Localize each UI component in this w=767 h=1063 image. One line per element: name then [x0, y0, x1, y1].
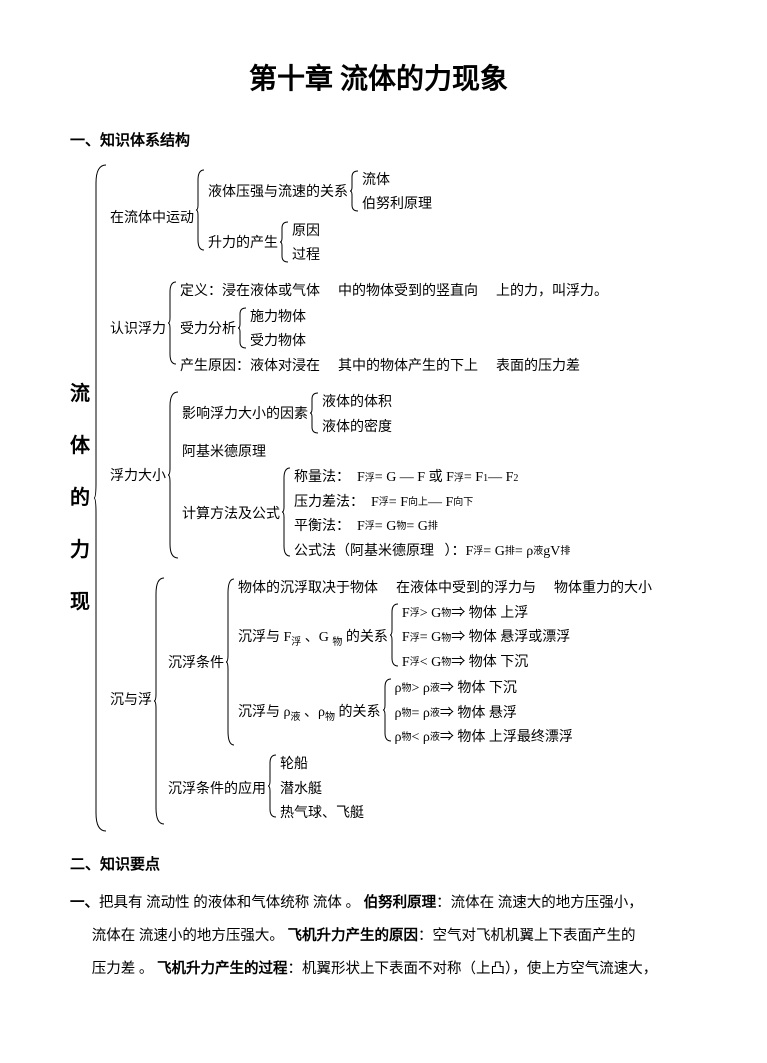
sub-label: 受力分析 — [180, 319, 236, 341]
branch-label: 在流体中运动 — [110, 208, 194, 230]
leaf-text: 流体 — [362, 170, 390, 192]
branch-label: 沉与浮 — [110, 690, 152, 712]
formula-row: ρ物 < ρ液 ⇒ 物体 上浮最终漂浮 — [395, 727, 573, 749]
brace-icon — [238, 306, 248, 350]
leaf-text: 液体的密度 — [322, 417, 392, 439]
brace-icon — [94, 163, 108, 833]
formula-row: F浮 = G 物 ⇒ 物体 悬浮或漂浮 — [402, 627, 570, 649]
section1-heading: 一、知识体系结构 — [70, 129, 687, 153]
brace-icon — [310, 391, 320, 435]
brace-icon — [168, 390, 180, 560]
root-char: 现 — [70, 576, 90, 628]
branch-understand-buoyancy: 认识浮力 定义：浸在液体或气体 中的物体受到的竖直向 上的力，叫浮力。 受力分析 — [110, 280, 652, 380]
leaf-text: 物体的沉浮取决于物体 — [238, 578, 378, 600]
brace-icon — [268, 753, 278, 819]
leaf-text: 产生原因：液体对浸在 — [180, 356, 320, 378]
leaf-text: 伯努利原理 — [362, 194, 432, 216]
brace-icon — [196, 168, 206, 252]
brace-icon — [168, 280, 178, 366]
sub-label: 计算方法及公式 — [182, 504, 280, 526]
brace-icon — [390, 602, 400, 668]
sub-label: 沉浮条件的应用 — [168, 779, 266, 801]
vertical-root-label: 流 体 的 力 现 — [70, 163, 90, 833]
sub-label: 升力的产生 — [208, 233, 278, 255]
leaf-text: 液体的体积 — [322, 392, 392, 414]
leaf-text: 轮船 — [280, 754, 308, 776]
brace-icon — [226, 577, 236, 747]
root-brace: 在流体中运动 液体压强与流速的关系 流体 伯努利原理 — [94, 163, 652, 833]
brace-icon — [383, 677, 393, 743]
formula-row: ρ物 > ρ液 ⇒ 物体 下沉 — [395, 678, 573, 700]
leaf-text: 阿基米德原理 — [182, 442, 266, 464]
sub-label: 沉浮与 F浮 、G 物 的关系 — [238, 627, 388, 651]
root-char: 的 — [70, 472, 90, 524]
brace-icon — [280, 220, 290, 264]
chapter-title: 第十章 流体的力现象 — [70, 58, 687, 103]
knowledge-outline: 流 体 的 力 现 在流体中运动 液体压强与流速的关系 — [70, 163, 687, 833]
sub-label: 影响浮力大小的因素 — [182, 404, 308, 426]
brace-icon — [154, 576, 166, 826]
brace-icon — [282, 466, 292, 558]
leaf-text: 定义：浸在液体或气体 — [180, 281, 320, 303]
formula-row: 公式法（阿基米德原理 ）：F浮 = G 排 = ρ液 gV排 — [294, 541, 570, 563]
brace-icon — [350, 169, 360, 213]
leaf-text: 上的力，叫浮力。 — [496, 281, 608, 303]
sub-label: 沉浮条件 — [168, 653, 224, 675]
leaf-text: 施力物体 — [250, 307, 306, 329]
leaf-text: 热气球、飞艇 — [280, 803, 364, 825]
branch-buoyancy-magnitude: 浮力大小 影响浮力大小的因素 液体的体积 液体的密度 — [110, 390, 652, 565]
leaf-text: 其中的物体产生的下上 — [338, 356, 478, 378]
leaf-text: 受力物体 — [250, 331, 306, 353]
branch-label: 认识浮力 — [110, 319, 166, 341]
root-char: 体 — [70, 420, 90, 472]
formula-row: F浮 < G 物 ⇒ 物体 下沉 — [402, 652, 570, 674]
formula-row: ρ物 = ρ液 ⇒ 物体 悬浮 — [395, 703, 573, 725]
formula-row: 称量法： F浮 = G — F 或 F浮 = F1 — F2 — [294, 467, 570, 489]
leaf-text: 物体重力的大小 — [554, 578, 652, 600]
branch-label: 浮力大小 — [110, 466, 166, 488]
branch-motion-in-fluid: 在流体中运动 液体压强与流速的关系 流体 伯努利原理 — [110, 168, 652, 270]
root-char: 流 — [70, 368, 90, 420]
key-points-paragraph: 一、把具有 流动性 的液体和气体统称 流体 。 伯努利原理：流体在 流速大的地方… — [70, 887, 687, 987]
leaf-text: 潜水艇 — [280, 779, 322, 801]
formula-row: 压力差法： F浮 = F向上 — F向下 — [294, 492, 570, 514]
leaf-text: 中的物体受到的竖直向 — [338, 281, 478, 303]
formula-row: 平衡法： F浮 = G 物 = G 排 — [294, 516, 570, 538]
sub-label: 液体压强与流速的关系 — [208, 182, 348, 204]
leaf-text: 过程 — [292, 245, 320, 267]
sub-label: 沉浮与 ρ液 、ρ物 的关系 — [238, 702, 381, 726]
root-char: 力 — [70, 524, 90, 576]
section2-heading: 二、知识要点 — [70, 853, 687, 877]
leaf-text: 原因 — [292, 221, 320, 243]
branch-sink-float: 沉与浮 沉浮条件 物体的沉浮取决于物体 在液体中受到的浮力与 — [110, 576, 652, 828]
leaf-text: 在液体中受到的浮力与 — [396, 578, 536, 600]
section2: 二、知识要点 一、把具有 流动性 的液体和气体统称 流体 。 伯努利原理：流体在… — [70, 853, 687, 987]
formula-row: F浮 > G 物 ⇒ 物体 上浮 — [402, 603, 570, 625]
leaf-text: 表面的压力差 — [496, 356, 580, 378]
